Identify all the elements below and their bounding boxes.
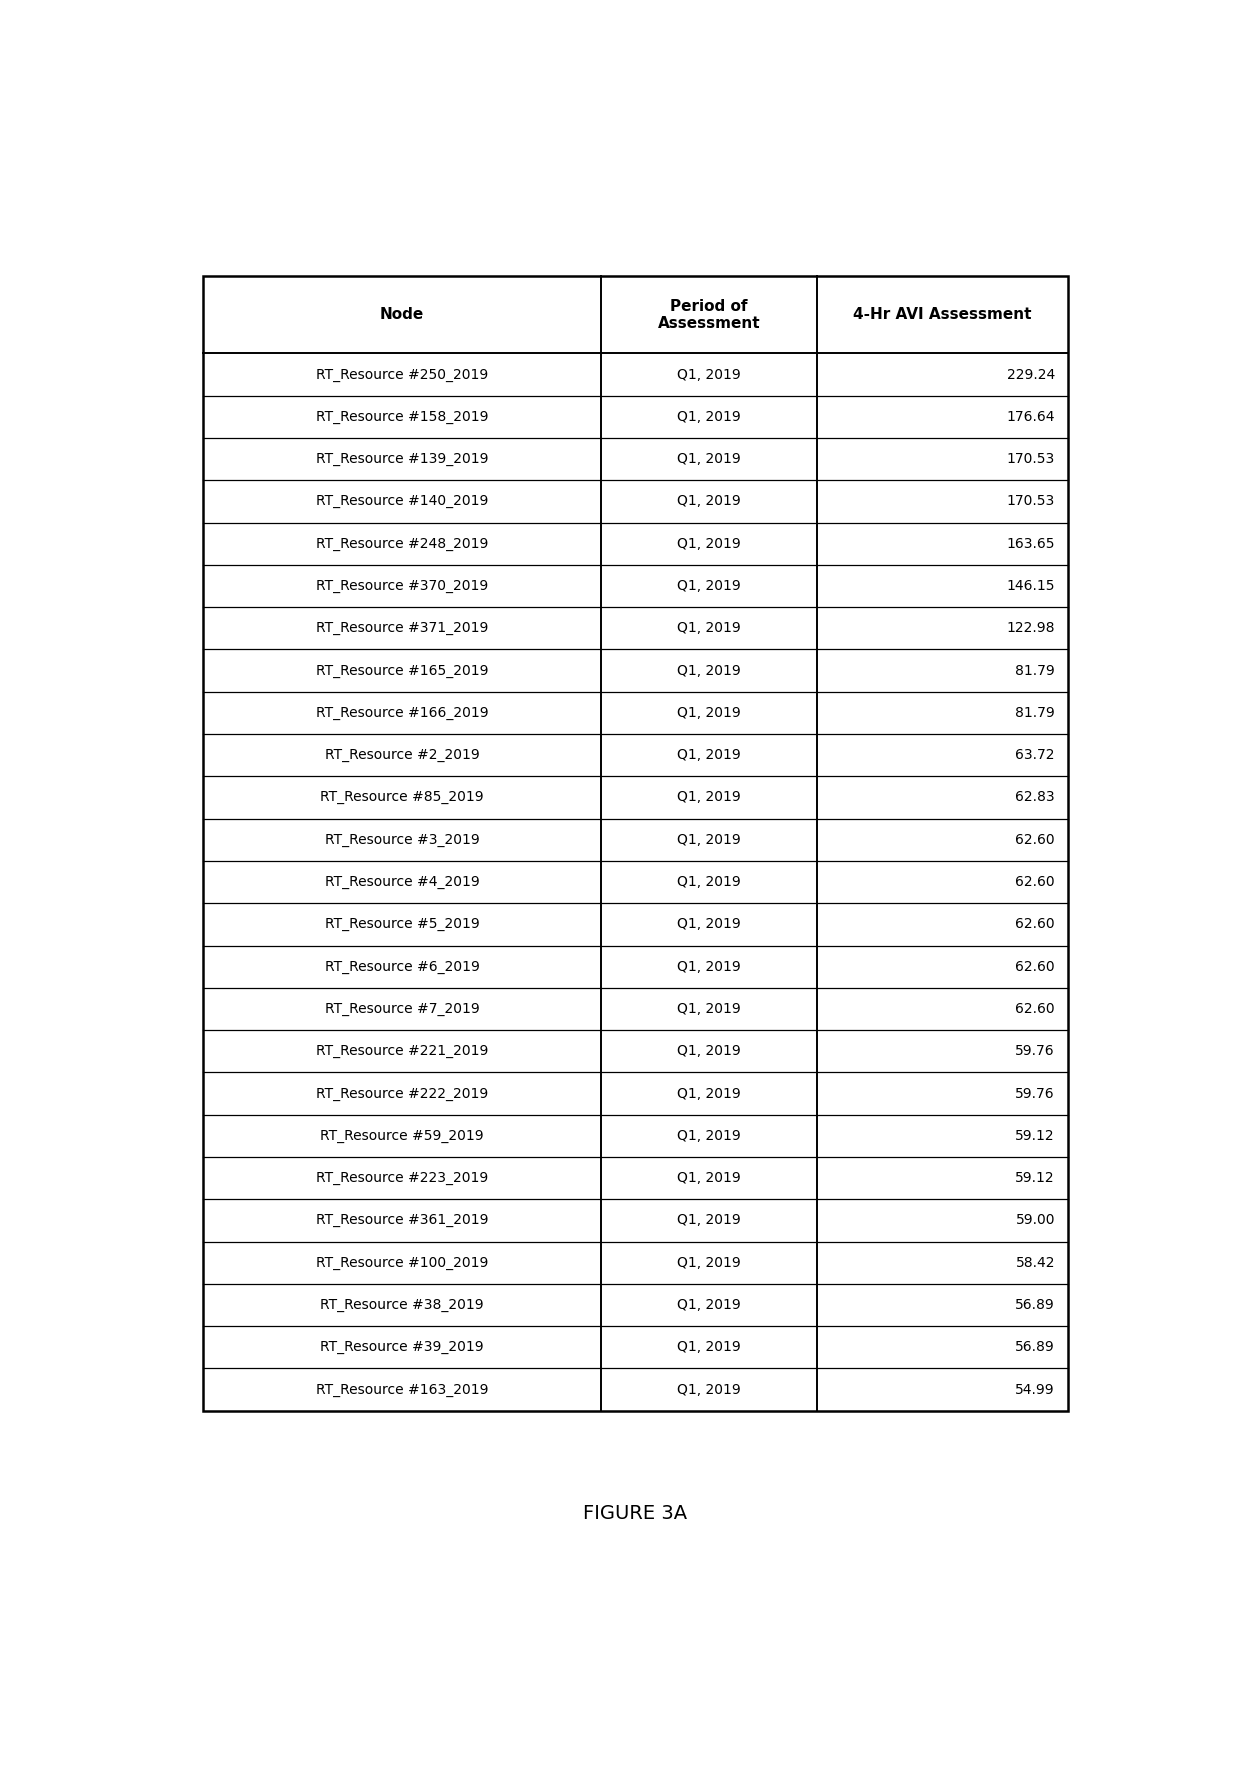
Text: Q1, 2019: Q1, 2019 [677,579,740,593]
Text: RT_Resource #139_2019: RT_Resource #139_2019 [316,452,489,466]
Text: 81.79: 81.79 [1016,705,1055,720]
Text: Q1, 2019: Q1, 2019 [677,1382,740,1397]
Text: 62.83: 62.83 [1016,791,1055,804]
Text: 59.76: 59.76 [1016,1045,1055,1059]
Text: Node: Node [379,307,424,321]
Text: RT_Resource #221_2019: RT_Resource #221_2019 [316,1045,489,1059]
Text: RT_Resource #6_2019: RT_Resource #6_2019 [325,959,480,973]
Text: 229.24: 229.24 [1007,368,1055,382]
Text: 176.64: 176.64 [1007,409,1055,423]
Text: 146.15: 146.15 [1007,579,1055,593]
Text: RT_Resource #222_2019: RT_Resource #222_2019 [316,1086,489,1100]
Text: 170.53: 170.53 [1007,495,1055,509]
Text: Q1, 2019: Q1, 2019 [677,918,740,931]
Text: Q1, 2019: Q1, 2019 [677,368,740,382]
Text: Q1, 2019: Q1, 2019 [677,705,740,720]
Text: 4-Hr AVI Assessment: 4-Hr AVI Assessment [853,307,1032,321]
Text: 56.89: 56.89 [1016,1298,1055,1313]
Text: RT_Resource #370_2019: RT_Resource #370_2019 [316,579,489,593]
Text: RT_Resource #158_2019: RT_Resource #158_2019 [316,409,489,423]
Text: RT_Resource #5_2019: RT_Resource #5_2019 [325,918,480,931]
Text: Q1, 2019: Q1, 2019 [677,536,740,550]
Text: Q1, 2019: Q1, 2019 [677,1172,740,1186]
Text: 62.60: 62.60 [1016,959,1055,973]
Bar [203,277,1068,354]
Text: RT_Resource #3_2019: RT_Resource #3_2019 [325,832,480,847]
Text: Q1, 2019: Q1, 2019 [677,875,740,889]
Text: 81.79: 81.79 [1016,664,1055,677]
Text: Q1, 2019: Q1, 2019 [677,409,740,423]
Text: 56.89: 56.89 [1016,1340,1055,1354]
Text: 58.42: 58.42 [1016,1256,1055,1270]
Bar [203,277,1068,1411]
Text: Period of
Assessment: Period of Assessment [657,298,760,330]
Text: FIGURE 3A: FIGURE 3A [584,1504,687,1523]
Text: RT_Resource #59_2019: RT_Resource #59_2019 [320,1129,484,1143]
Text: Q1, 2019: Q1, 2019 [677,1086,740,1100]
Text: 59.76: 59.76 [1016,1086,1055,1100]
Text: Q1, 2019: Q1, 2019 [677,748,740,763]
Text: 62.60: 62.60 [1016,832,1055,847]
Text: 163.65: 163.65 [1007,536,1055,550]
Text: 54.99: 54.99 [1016,1382,1055,1397]
Text: 122.98: 122.98 [1007,622,1055,636]
Text: Q1, 2019: Q1, 2019 [677,1298,740,1313]
Text: RT_Resource #140_2019: RT_Resource #140_2019 [316,495,489,509]
Text: 59.00: 59.00 [1016,1213,1055,1227]
Text: RT_Resource #38_2019: RT_Resource #38_2019 [320,1298,484,1313]
Text: RT_Resource #39_2019: RT_Resource #39_2019 [320,1340,484,1354]
Text: 62.60: 62.60 [1016,875,1055,889]
Text: 62.60: 62.60 [1016,1002,1055,1016]
Text: RT_Resource #2_2019: RT_Resource #2_2019 [325,748,480,763]
Text: Q1, 2019: Q1, 2019 [677,664,740,677]
Text: 63.72: 63.72 [1016,748,1055,763]
Text: Q1, 2019: Q1, 2019 [677,1340,740,1354]
Text: Q1, 2019: Q1, 2019 [677,495,740,509]
Text: RT_Resource #248_2019: RT_Resource #248_2019 [316,536,489,550]
Text: RT_Resource #4_2019: RT_Resource #4_2019 [325,875,480,889]
Text: RT_Resource #163_2019: RT_Resource #163_2019 [316,1382,489,1397]
Text: RT_Resource #166_2019: RT_Resource #166_2019 [316,705,489,720]
Text: Q1, 2019: Q1, 2019 [677,1045,740,1059]
Text: Q1, 2019: Q1, 2019 [677,959,740,973]
Text: RT_Resource #361_2019: RT_Resource #361_2019 [316,1213,489,1227]
Text: RT_Resource #371_2019: RT_Resource #371_2019 [316,622,489,636]
Text: 170.53: 170.53 [1007,452,1055,466]
Text: Q1, 2019: Q1, 2019 [677,452,740,466]
Text: Q1, 2019: Q1, 2019 [677,1213,740,1227]
Text: 59.12: 59.12 [1016,1172,1055,1186]
Text: RT_Resource #165_2019: RT_Resource #165_2019 [316,664,489,677]
Text: 62.60: 62.60 [1016,918,1055,931]
Text: RT_Resource #250_2019: RT_Resource #250_2019 [316,368,489,382]
Text: Q1, 2019: Q1, 2019 [677,1129,740,1143]
Text: RT_Resource #7_2019: RT_Resource #7_2019 [325,1002,480,1016]
Text: RT_Resource #100_2019: RT_Resource #100_2019 [316,1256,489,1270]
Text: Q1, 2019: Q1, 2019 [677,791,740,804]
Text: Q1, 2019: Q1, 2019 [677,1002,740,1016]
Text: 59.12: 59.12 [1016,1129,1055,1143]
Text: RT_Resource #223_2019: RT_Resource #223_2019 [316,1172,489,1186]
Text: Q1, 2019: Q1, 2019 [677,1256,740,1270]
Text: Q1, 2019: Q1, 2019 [677,622,740,636]
Text: Q1, 2019: Q1, 2019 [677,832,740,847]
Text: RT_Resource #85_2019: RT_Resource #85_2019 [320,791,484,804]
